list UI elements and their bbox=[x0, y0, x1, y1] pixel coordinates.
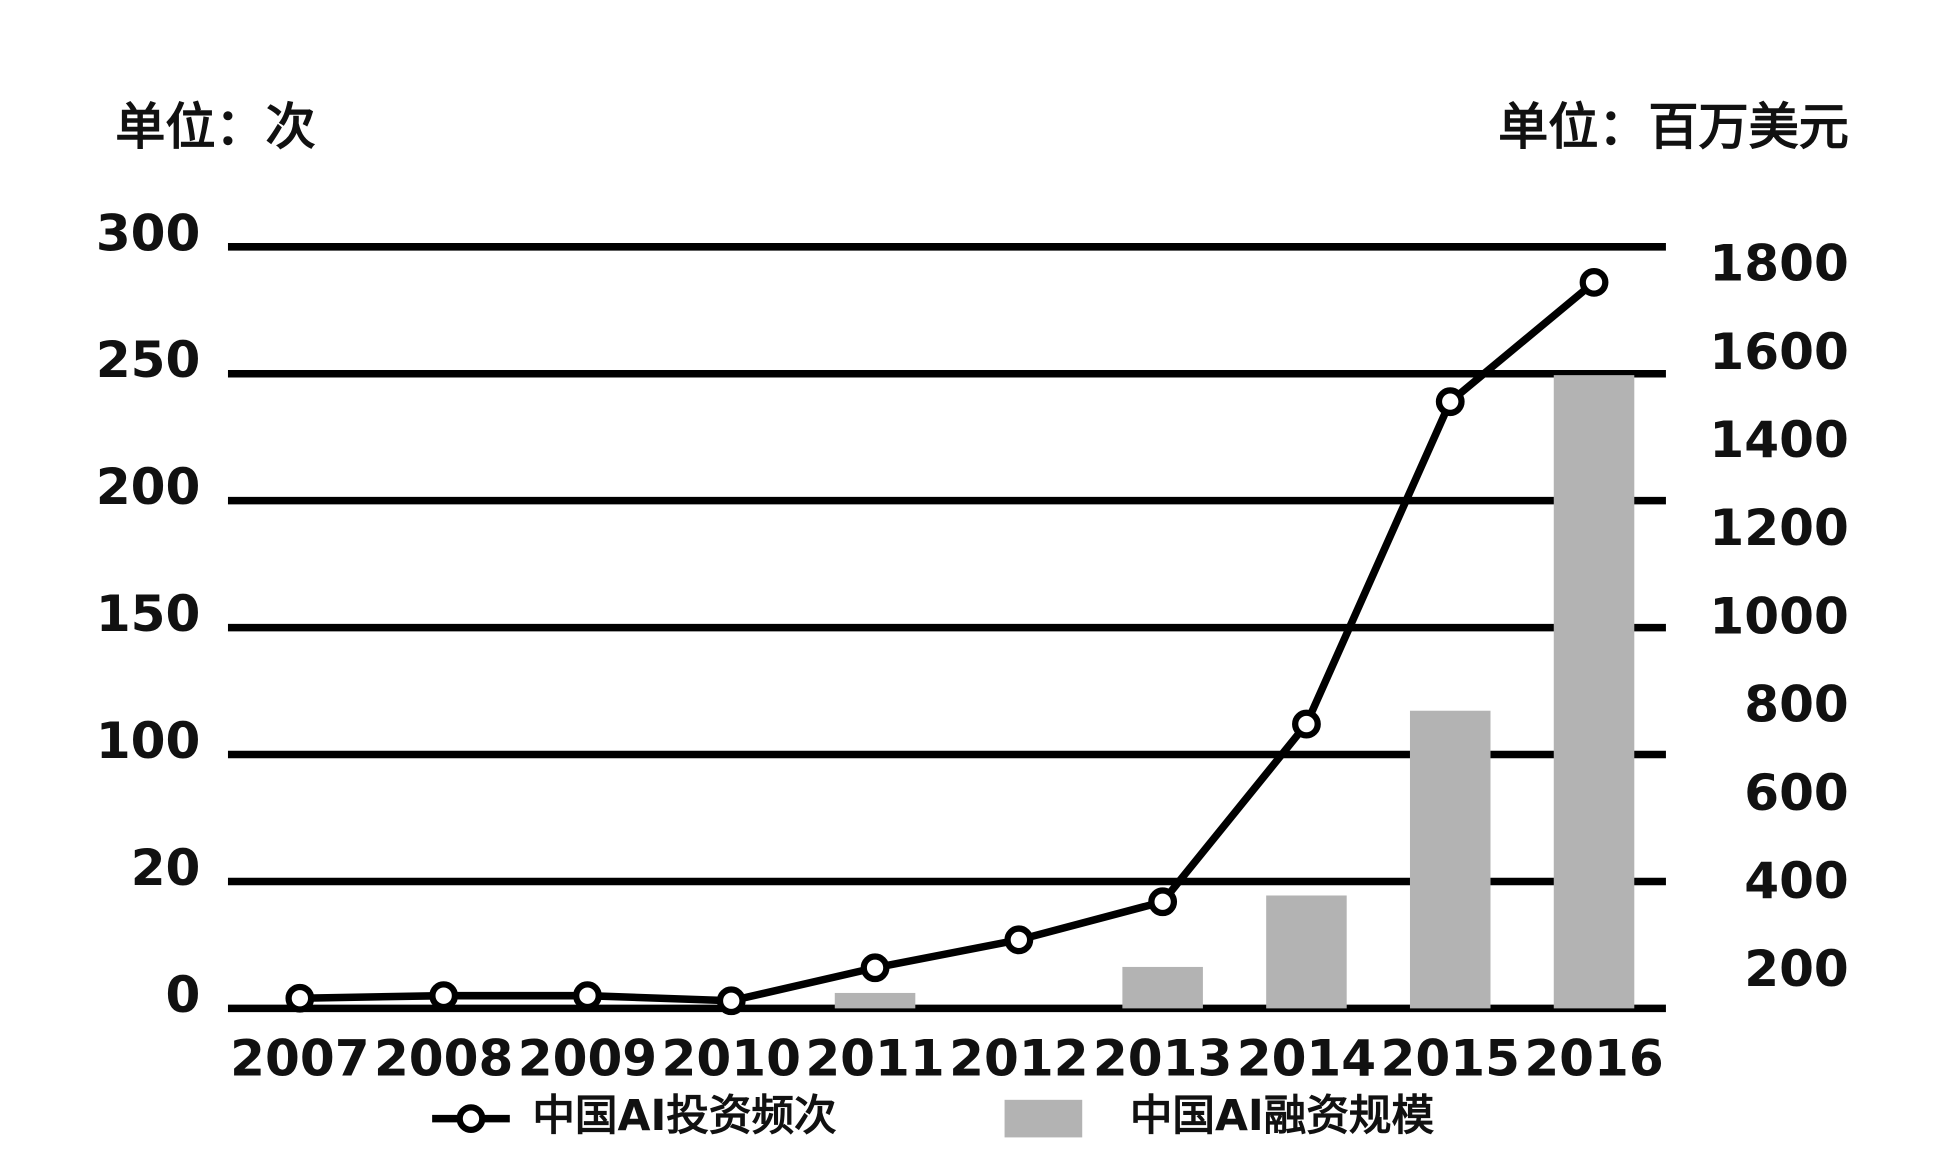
bar bbox=[1122, 966, 1203, 1009]
y2-tick-label: 800 bbox=[1744, 675, 1849, 734]
x-tick-label: 2011 bbox=[805, 1029, 944, 1088]
x-tick-label: 2016 bbox=[1524, 1029, 1663, 1088]
right-unit: 单位：百万美元 bbox=[1498, 97, 1849, 156]
bar bbox=[1266, 895, 1347, 1009]
y-tick-label: 0 bbox=[166, 965, 201, 1024]
x-tick-label: 2008 bbox=[374, 1029, 513, 1088]
legend-marker bbox=[456, 1104, 486, 1134]
y2-tick-label: 1000 bbox=[1709, 586, 1848, 645]
legend-label: 中国AI融资规模 bbox=[1130, 1091, 1435, 1141]
x-tick-label: 2010 bbox=[662, 1029, 801, 1088]
marker bbox=[429, 981, 459, 1011]
marker bbox=[573, 981, 602, 1011]
x-tick-label: 2012 bbox=[949, 1029, 1088, 1088]
left-unit: 单位：次 bbox=[115, 97, 315, 156]
y2-tick-label: 1400 bbox=[1709, 410, 1848, 469]
bar bbox=[1409, 710, 1491, 1009]
x-tick-label: 2007 bbox=[230, 1029, 369, 1088]
y2-tick-label: 1600 bbox=[1709, 322, 1848, 381]
x-tick-label: 2014 bbox=[1237, 1029, 1376, 1088]
x-tick-label: 2015 bbox=[1381, 1029, 1520, 1088]
y-tick-label: 300 bbox=[96, 203, 201, 262]
y-tick-label: 150 bbox=[96, 584, 201, 643]
y2-tick-label: 600 bbox=[1744, 763, 1849, 822]
marker bbox=[1004, 925, 1034, 955]
line bbox=[299, 279, 1597, 1005]
y-tick-label: 250 bbox=[96, 330, 201, 389]
marker bbox=[860, 953, 890, 983]
x-tick-label: 2009 bbox=[518, 1029, 657, 1088]
legend-swatch bbox=[1004, 1099, 1083, 1138]
marker bbox=[285, 983, 315, 1013]
marker bbox=[1148, 887, 1178, 917]
y2-tick-label: 400 bbox=[1744, 851, 1849, 910]
y2-tick-label: 1200 bbox=[1709, 498, 1848, 557]
y-tick-label: 200 bbox=[96, 457, 201, 516]
y2-tick-label: 1800 bbox=[1709, 234, 1848, 293]
x-tick-label: 2013 bbox=[1093, 1029, 1232, 1088]
marker bbox=[1292, 709, 1321, 739]
legend-label: 中国AI投资频次 bbox=[532, 1091, 837, 1141]
y-tick-label: 20 bbox=[131, 838, 201, 897]
marker bbox=[716, 986, 746, 1016]
marker bbox=[1579, 267, 1609, 297]
bar bbox=[834, 992, 916, 1009]
y2-tick-label: 200 bbox=[1744, 939, 1849, 998]
bar bbox=[1553, 375, 1635, 1009]
marker bbox=[1435, 387, 1465, 417]
y-tick-label: 100 bbox=[96, 711, 201, 770]
